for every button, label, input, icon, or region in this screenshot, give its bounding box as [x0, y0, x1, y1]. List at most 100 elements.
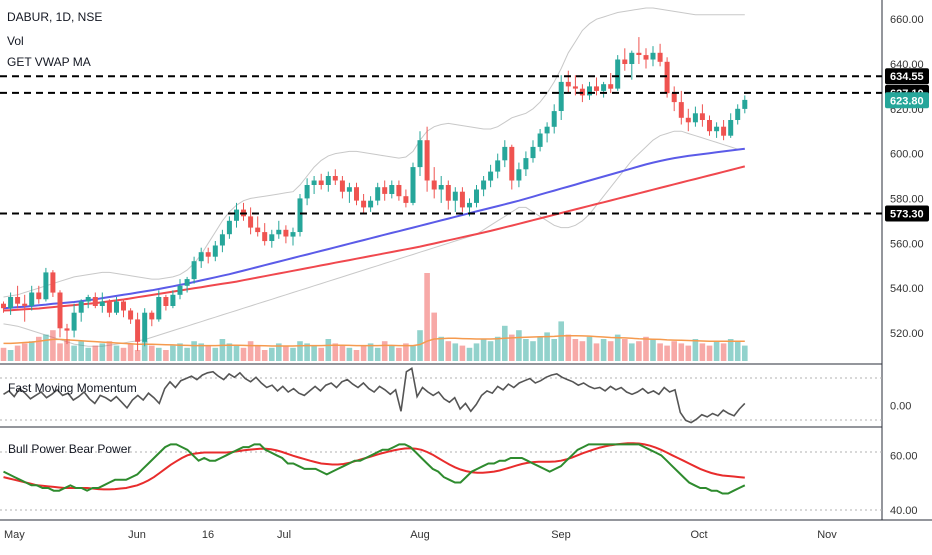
volume-bar: [720, 343, 727, 361]
volume-bar: [685, 345, 692, 361]
symbol-legend[interactable]: DABUR, 1D, NSE: [7, 10, 102, 24]
candle-body: [92, 297, 98, 306]
candle-body: [226, 220, 232, 235]
candle-body: [57, 292, 63, 329]
volume-bar: [71, 345, 77, 361]
volume-bar: [622, 339, 628, 361]
candle-body: [339, 180, 345, 192]
candle-body: [502, 146, 508, 161]
candle-body: [523, 158, 529, 170]
volume-ma-line: [3, 334, 745, 347]
volume-bar: [261, 350, 268, 361]
volume-bar: [636, 341, 642, 361]
volume-bar: [452, 343, 459, 361]
volume-bar: [177, 343, 183, 361]
volume-bar: [629, 343, 635, 361]
price-tick-label: 560.00: [890, 238, 924, 250]
volume-bar: [523, 339, 529, 361]
volume-bar: [297, 341, 303, 361]
volume-bar: [417, 330, 423, 361]
volume-legend[interactable]: Vol: [7, 34, 24, 48]
candle-body: [452, 191, 458, 201]
candle-body: [198, 252, 204, 262]
candle-body: [354, 187, 359, 201]
candle-body: [657, 52, 663, 62]
candle-body: [650, 52, 656, 60]
volume-bar: [389, 345, 395, 361]
candle-body: [396, 185, 402, 197]
volume-bar: [276, 343, 282, 361]
time-tick-label: Aug: [410, 529, 430, 541]
volume-bar: [92, 345, 99, 361]
volume-bar: [381, 341, 388, 361]
momentum-pane-title[interactable]: Fast Moving Momentum: [8, 381, 137, 395]
candle-body: [43, 272, 49, 300]
momentum-line: [3, 366, 746, 424]
volume-bar: [106, 341, 113, 361]
volume-bar: [678, 343, 685, 361]
candle-body: [735, 108, 741, 120]
vwap-ma-1-line: [3, 147, 745, 310]
candle-body: [481, 180, 487, 190]
volume-bar: [727, 339, 734, 361]
candle-body: [685, 117, 691, 123]
candle-body: [234, 209, 239, 221]
volume-ma-line: [3, 334, 745, 347]
volume-bar: [424, 273, 430, 361]
time-tick-label: Nov: [817, 529, 837, 541]
bull-power-line: [3, 443, 746, 495]
volume-bar: [311, 345, 317, 361]
momentum-tick-label: 0.00: [890, 401, 911, 413]
volume-bar: [28, 341, 35, 361]
volume-bar: [127, 343, 134, 361]
volume-bar: [113, 345, 120, 361]
candle-body: [311, 180, 317, 185]
candle-body: [297, 198, 303, 232]
candle-body: [721, 126, 727, 136]
volume-bar: [304, 343, 310, 361]
candle-body: [382, 187, 388, 194]
volume-bar: [0, 347, 7, 361]
candle-body: [474, 189, 479, 203]
candle-body: [318, 180, 324, 185]
time-tick-label: Oct: [690, 529, 707, 541]
volume-bar: [50, 330, 56, 361]
candle-body: [71, 312, 77, 331]
volume-bar: [579, 341, 586, 361]
volume-bar: [438, 336, 444, 361]
volume-bar: [643, 336, 649, 361]
volume-bar: [593, 343, 600, 361]
candle-body: [368, 200, 374, 208]
volume-bar: [551, 339, 557, 361]
volume-bar: [537, 336, 543, 361]
last-price-label: 623.80: [890, 95, 924, 107]
volume-bar: [410, 345, 416, 361]
candle-body: [99, 301, 105, 306]
candle-body: [516, 169, 522, 181]
candle-body: [184, 279, 190, 286]
candle-body: [163, 297, 169, 306]
time-tick-label: 16: [202, 529, 214, 541]
candle-body: [671, 93, 677, 103]
bullbear-pane-title[interactable]: Bull Power Bear Power: [8, 442, 131, 456]
candle-body: [615, 59, 621, 89]
volume-bar: [283, 345, 289, 361]
volume-bar: [657, 343, 663, 361]
volume-bar: [565, 334, 572, 361]
volume-bar: [325, 339, 332, 361]
volume-bar: [742, 345, 748, 361]
candle-body: [346, 187, 352, 192]
candle-body: [565, 81, 571, 87]
volume-bar: [269, 347, 275, 361]
volume-bar: [502, 325, 508, 361]
volume-bar: [198, 343, 204, 361]
candle-body: [467, 202, 472, 208]
candle-body: [15, 297, 21, 304]
candle-body: [629, 52, 635, 64]
volume-bar: [614, 334, 621, 361]
momentum-pane: [3, 366, 746, 424]
candle-body: [121, 301, 126, 311]
vwap-ma-legend[interactable]: GET VWAP MA: [7, 55, 91, 69]
price-tick-label: 600.00: [890, 149, 924, 161]
